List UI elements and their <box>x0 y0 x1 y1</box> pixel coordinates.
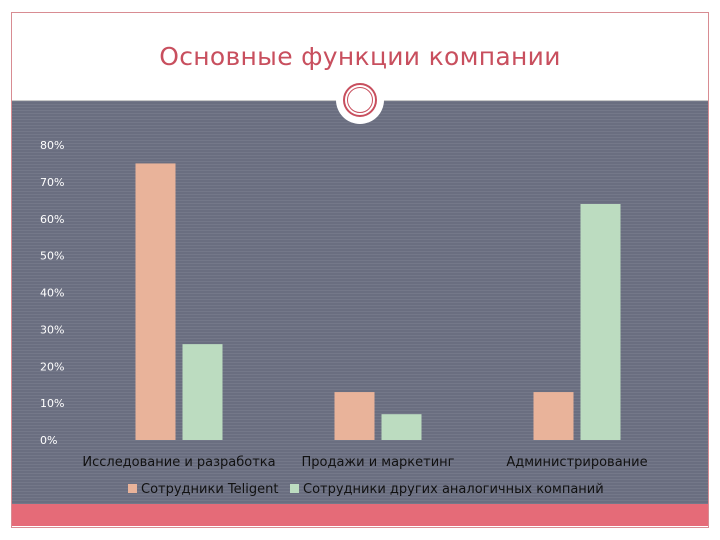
y-tick-label: 30% <box>40 323 64 336</box>
footer-bar <box>12 504 708 526</box>
legend: Сотрудники Teligent Сотрудники других ана… <box>128 482 604 497</box>
bars <box>135 163 621 440</box>
bar <box>533 392 574 440</box>
bar <box>580 204 621 440</box>
legend-swatch <box>128 484 137 493</box>
slide-title: Основные функции компании <box>159 42 561 71</box>
bar <box>334 392 375 440</box>
legend-swatch <box>290 484 299 493</box>
y-tick-label: 0% <box>40 434 57 447</box>
y-tick-label: 20% <box>40 360 64 373</box>
category-labels: Исследование и разработка Продажи и марке… <box>82 455 647 470</box>
title-area: Основные функции компании <box>12 13 708 100</box>
y-tick-label: 50% <box>40 250 64 263</box>
category-label: Продажи и маркетинг <box>301 455 454 470</box>
bar <box>381 414 422 440</box>
legend-label: Сотрудники Teligent <box>141 482 278 497</box>
bar <box>182 344 223 440</box>
category-label: Исследование и разработка <box>82 455 275 470</box>
bar <box>135 163 176 440</box>
circle-ornament-ring-inner <box>347 87 373 113</box>
y-tick-label: 40% <box>40 287 64 300</box>
category-label: Администрирование <box>506 455 647 470</box>
legend-label: Сотрудники других аналогичных компаний <box>303 482 604 497</box>
y-tick-label: 10% <box>40 397 64 410</box>
y-tick-label: 80% <box>40 139 64 152</box>
circle-ornament-ring-outer <box>343 83 377 117</box>
y-tick-label: 70% <box>40 176 64 189</box>
y-tick-label: 60% <box>40 213 64 226</box>
y-axis-ticks: 0% 10% 20% 30% 40% 50% 60% 70% 80% <box>40 139 64 447</box>
